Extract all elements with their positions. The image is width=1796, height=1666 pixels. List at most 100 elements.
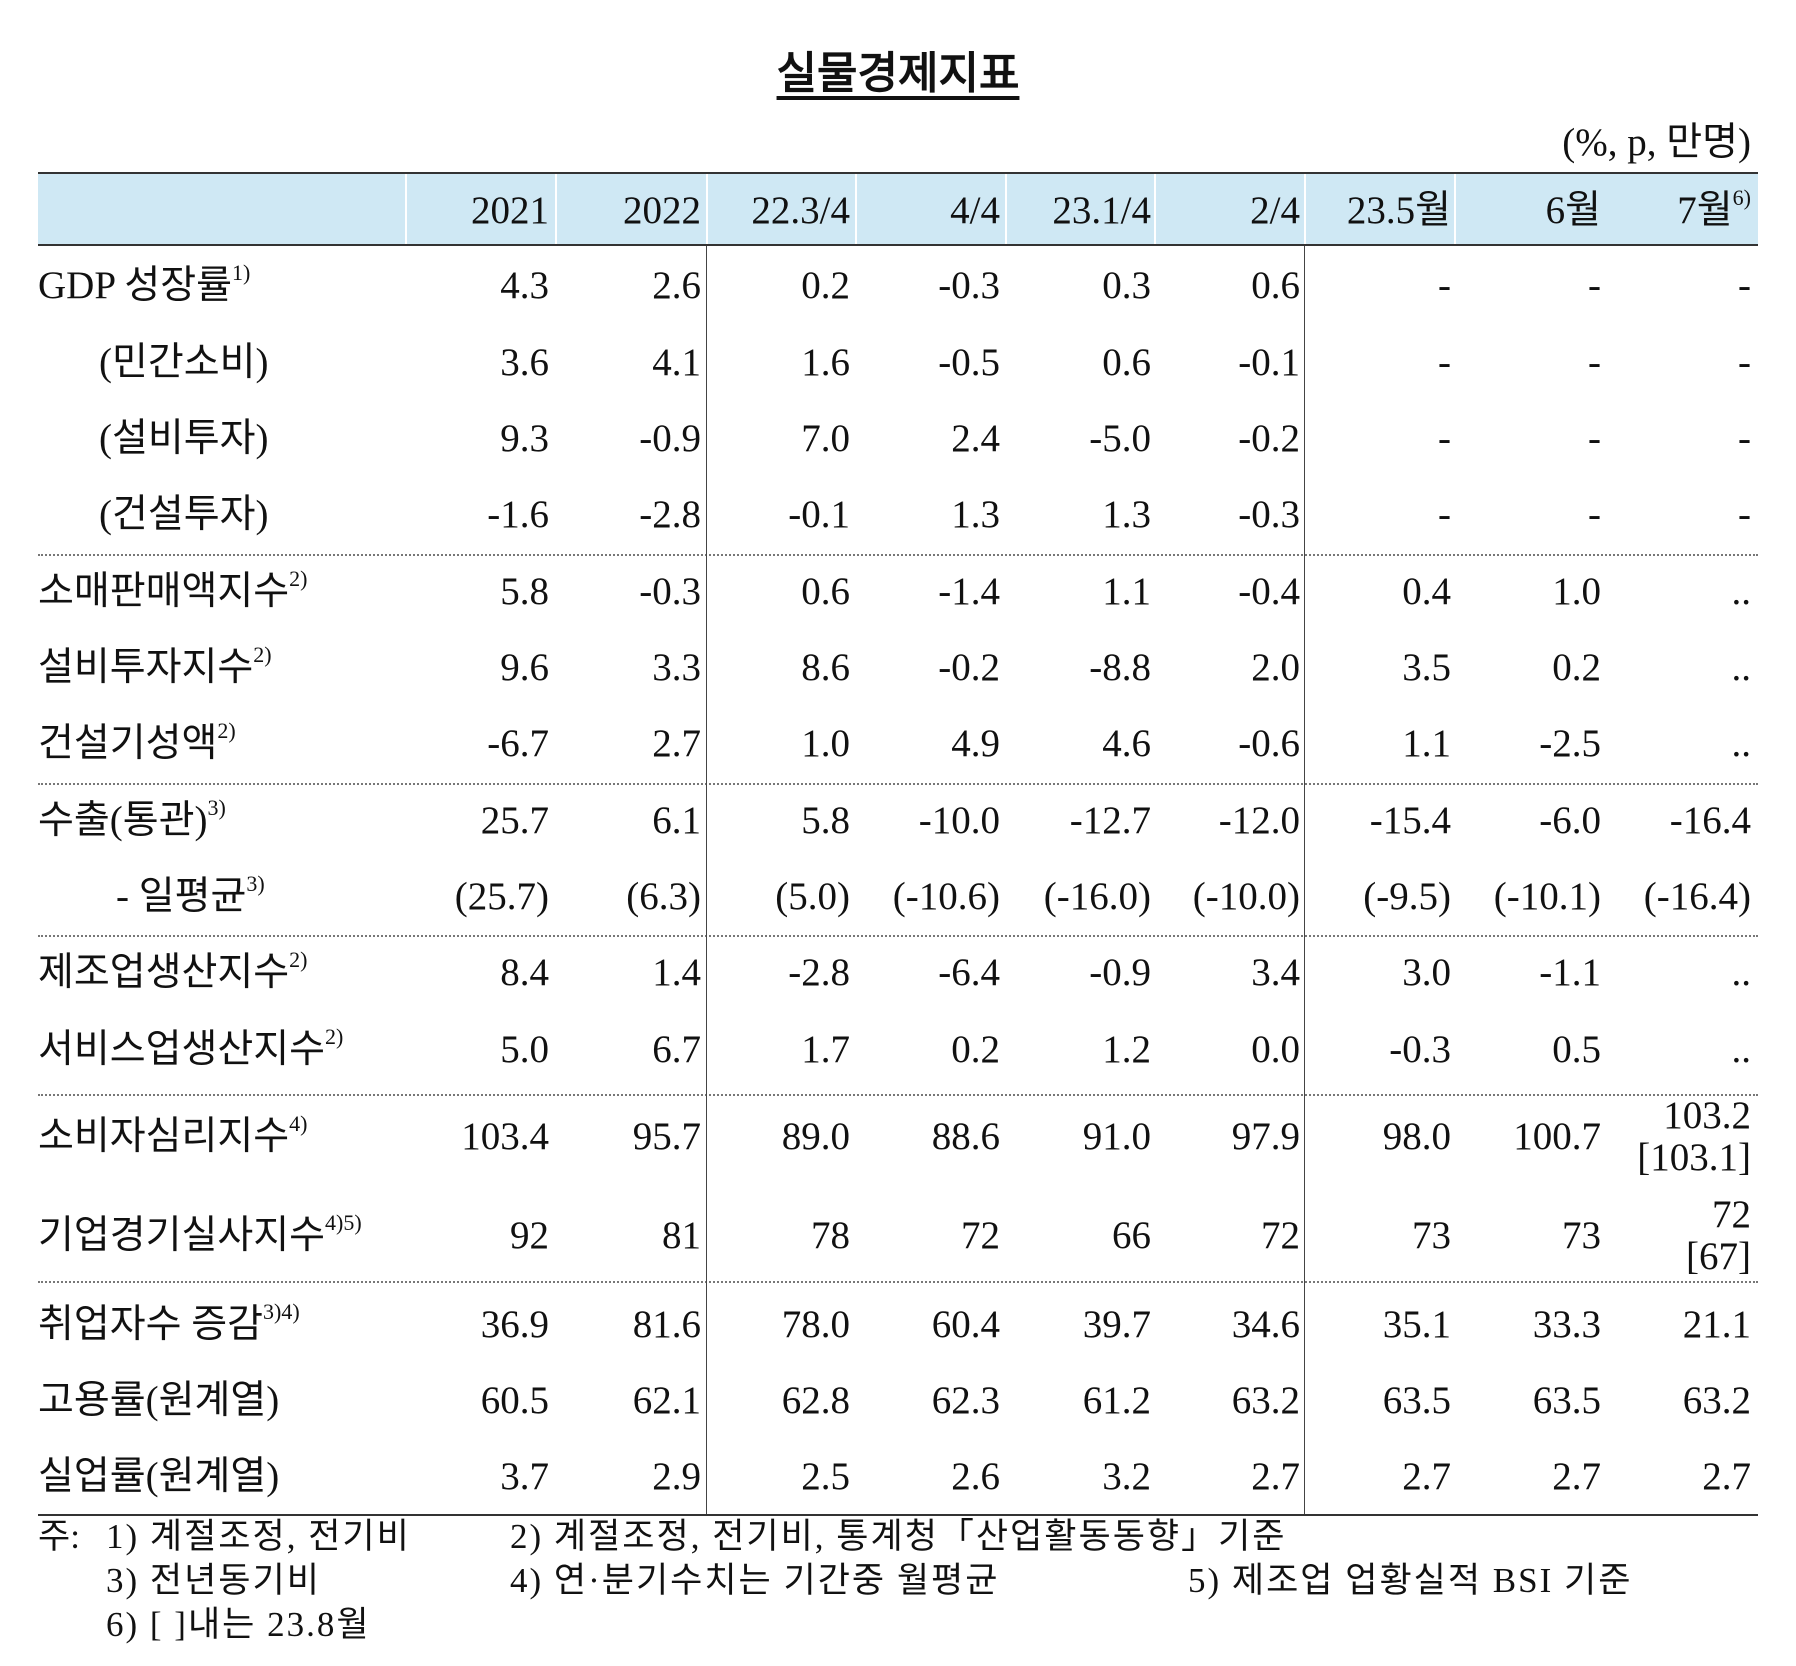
- cell: 0.5: [1552, 1028, 1601, 1071]
- cell: 4.9: [951, 722, 1000, 765]
- footnote-mark: 1): [231, 260, 251, 285]
- cell: -2.8: [788, 951, 850, 994]
- cell: -: [1438, 341, 1451, 384]
- cell: [103.1]: [1637, 1136, 1751, 1179]
- note: 1) 계절조정, 전기비: [106, 1517, 411, 1556]
- row-label: 설비투자지수2): [38, 642, 272, 689]
- cell: 3.6: [500, 341, 549, 384]
- cell: -1.1: [1539, 951, 1601, 994]
- column-header: 2022: [623, 189, 701, 232]
- cell: -15.4: [1369, 799, 1451, 842]
- cell: 0.3: [1102, 264, 1151, 307]
- footnote-mark: 2): [253, 642, 272, 667]
- row-divider: [38, 553, 1758, 556]
- cell: (-10.6): [892, 875, 1000, 918]
- footnote-mark: 4)5): [325, 1210, 362, 1235]
- cell: -: [1588, 417, 1601, 460]
- row-label: 취업자수 증감3)4): [38, 1299, 300, 1346]
- header-band: [38, 172, 1758, 246]
- cell: 8.6: [801, 646, 850, 689]
- cell: 2.4: [951, 417, 1000, 460]
- cell: 2.9: [652, 1455, 701, 1498]
- unit: (%, p, 만명): [1562, 121, 1751, 164]
- cell: 73: [1412, 1214, 1451, 1257]
- cell: 81: [662, 1214, 701, 1257]
- cell: (-10.1): [1493, 875, 1601, 918]
- cell: 33.3: [1532, 1303, 1601, 1346]
- cell: 7.0: [801, 417, 850, 460]
- cell: -0.2: [1238, 417, 1300, 460]
- cell: 72: [1712, 1193, 1751, 1236]
- cell: -0.4: [1238, 570, 1300, 613]
- row-label: 서비스업생산지수2): [38, 1024, 344, 1071]
- cell: 1.3: [951, 493, 1000, 536]
- cell: 62.3: [931, 1379, 1000, 1422]
- cell: -8.8: [1089, 646, 1151, 689]
- cell: -0.6: [1238, 722, 1300, 765]
- cell: -0.5: [938, 341, 1000, 384]
- column-divider: [1304, 246, 1305, 1514]
- note: 6) [ ]내는 23.8월: [106, 1605, 371, 1644]
- cell: 2.5: [801, 1455, 850, 1498]
- cell: 0.0: [1251, 1028, 1300, 1071]
- cell: -0.3: [639, 570, 701, 613]
- cell: 25.7: [480, 799, 549, 842]
- cell: 2.7: [1702, 1455, 1751, 1498]
- cell: -: [1588, 264, 1601, 307]
- cell: -12.0: [1218, 799, 1300, 842]
- row-label: 고용률(원계열): [38, 1379, 280, 1422]
- cell: 3.0: [1402, 951, 1451, 994]
- row-divider: [38, 935, 1758, 937]
- cell: 0.6: [801, 570, 850, 613]
- header-divider: [405, 174, 407, 244]
- cell: -: [1738, 341, 1751, 384]
- cell: 2.7: [1251, 1455, 1300, 1498]
- cell: 1.1: [1102, 570, 1151, 613]
- cell: 8.4: [500, 951, 549, 994]
- column-header: 23.5월: [1346, 189, 1451, 232]
- cell: ..: [1731, 1028, 1752, 1071]
- cell: 60.4: [931, 1303, 1000, 1346]
- row-label: 건설기성액2): [38, 718, 236, 765]
- cell: 0.4: [1402, 570, 1451, 613]
- cell: 0.2: [1552, 646, 1601, 689]
- cell: 2.7: [1552, 1455, 1601, 1498]
- cell: 6.1: [652, 799, 701, 842]
- cell: 63.5: [1382, 1379, 1451, 1422]
- footnote-mark: 3): [207, 795, 226, 820]
- cell: (-10.0): [1192, 875, 1300, 918]
- row-divider: [38, 782, 1758, 785]
- cell: 63.2: [1231, 1379, 1300, 1422]
- cell: -16.4: [1669, 799, 1751, 842]
- cell: 63.5: [1532, 1379, 1601, 1422]
- cell: -5.0: [1089, 417, 1151, 460]
- cell: 0.2: [801, 264, 850, 307]
- cell: [67]: [1686, 1235, 1751, 1278]
- header-divider: [555, 174, 557, 244]
- row-label: (민간소비): [99, 341, 269, 384]
- cell: 60.5: [480, 1379, 549, 1422]
- cell: ..: [1731, 646, 1752, 689]
- column-header: 23.1/4: [1052, 189, 1151, 232]
- row-label: (건설투자): [99, 493, 269, 536]
- footnote-mark: 2): [217, 718, 236, 743]
- cell: -0.1: [1238, 341, 1300, 384]
- row-label: 제조업생산지수2): [38, 947, 308, 994]
- cell: 1.0: [801, 722, 850, 765]
- column-divider: [706, 246, 707, 1514]
- header-divider: [1154, 174, 1156, 244]
- cell: 2.7: [652, 722, 701, 765]
- notes-prefix: 주:: [38, 1517, 80, 1556]
- cell: 100.7: [1513, 1115, 1601, 1158]
- cell: 103.2: [1663, 1094, 1751, 1137]
- cell: -2.8: [639, 493, 701, 536]
- cell: 0.6: [1251, 264, 1300, 307]
- column-header: 6월: [1545, 189, 1601, 232]
- cell: (-16.4): [1643, 875, 1751, 918]
- cell: 72: [1261, 1214, 1300, 1257]
- table-bottom: [38, 1514, 1758, 1516]
- cell: -6.7: [487, 722, 549, 765]
- cell: 2.7: [1402, 1455, 1451, 1498]
- cell: -0.1: [788, 493, 850, 536]
- cell: 5.8: [500, 570, 549, 613]
